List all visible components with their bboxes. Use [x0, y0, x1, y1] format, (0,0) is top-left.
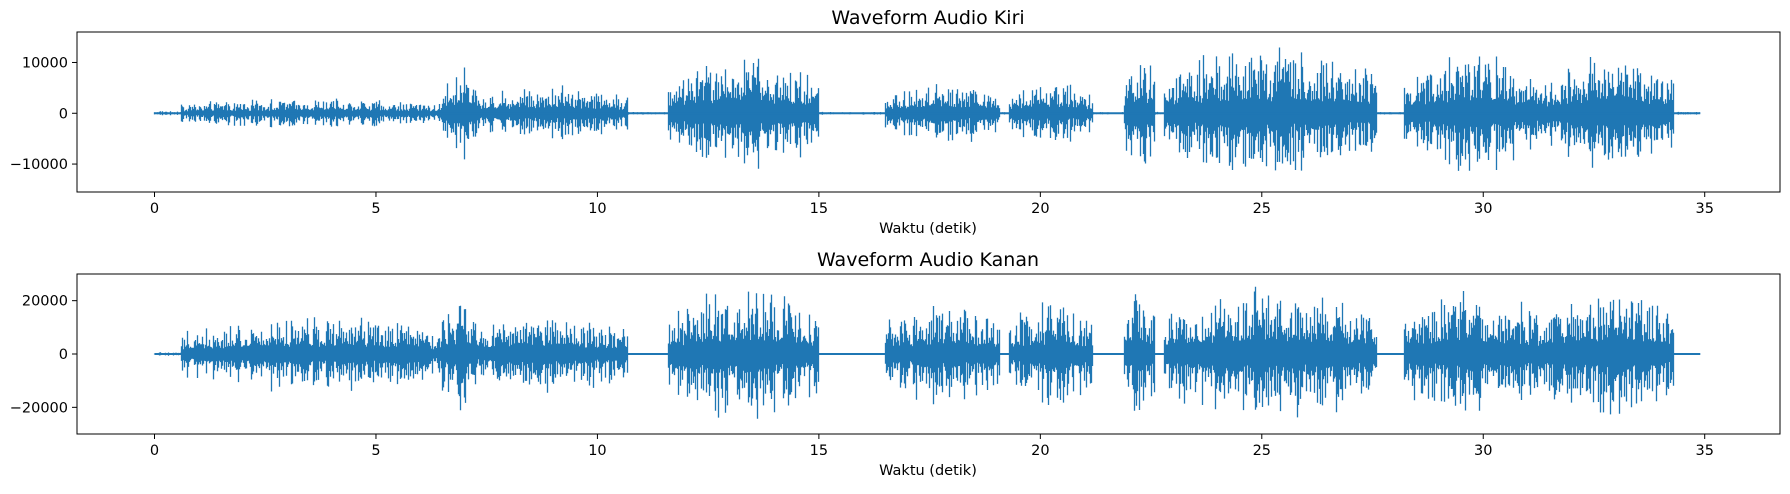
waveform-layer: [153, 47, 1701, 171]
x-tick-label: 0: [150, 201, 159, 217]
subplot-right-channel: Waveform Audio Kanan 0 5 10 15 20 25 30 35 −200…: [10, 249, 1781, 479]
y-tick-label: 0: [59, 347, 68, 363]
x-tick-label: 30: [1474, 201, 1492, 217]
subplot-left-channel: Waveform Audio Kiri 0 5 10 15 20 25 30 35 −1000…: [10, 7, 1781, 237]
x-tick-label: 0: [150, 443, 159, 459]
x-axis-label: Waktu (detik): [879, 221, 977, 237]
waveform-layer: [153, 286, 1701, 419]
y-tick-label: −10000: [10, 157, 68, 173]
x-tick-label: 35: [1695, 443, 1713, 459]
x-tick-label: 25: [1253, 443, 1271, 459]
y-ticks: −10000 0 10000: [10, 55, 77, 173]
x-ticks: 0 5 10 15 20 25 30 35: [150, 192, 1714, 217]
chart-title: Waveform Audio Kanan: [817, 249, 1039, 271]
x-tick-label: 5: [371, 201, 380, 217]
waveform-strokes: [153, 286, 1701, 419]
x-tick-label: 20: [1031, 443, 1049, 459]
x-tick-label: 30: [1474, 443, 1492, 459]
x-tick-label: 35: [1695, 201, 1713, 217]
x-tick-label: 10: [588, 443, 606, 459]
y-ticks: −20000 0 20000: [10, 294, 77, 416]
x-tick-label: 25: [1253, 201, 1271, 217]
x-ticks: 0 5 10 15 20 25 30 35: [150, 434, 1714, 459]
x-tick-label: 5: [371, 443, 380, 459]
x-tick-label: 10: [588, 201, 606, 217]
x-tick-label: 20: [1031, 201, 1049, 217]
x-axis-label: Waktu (detik): [879, 463, 977, 479]
waveform-strokes: [153, 47, 1701, 171]
x-tick-label: 15: [810, 443, 828, 459]
axes-frame: [76, 31, 1781, 193]
y-tick-label: 0: [59, 106, 68, 122]
y-tick-label: 20000: [22, 294, 68, 310]
y-tick-label: −20000: [10, 400, 68, 416]
y-tick-label: 10000: [22, 55, 68, 71]
x-tick-label: 15: [810, 201, 828, 217]
chart-title: Waveform Audio Kiri: [831, 7, 1024, 29]
